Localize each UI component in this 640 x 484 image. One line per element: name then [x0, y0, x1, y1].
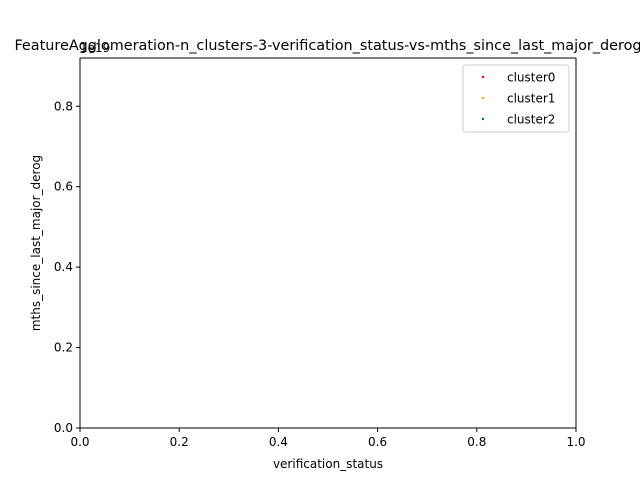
legend-marker: [481, 75, 485, 79]
legend-label: cluster1: [507, 92, 555, 106]
legend-frame: [462, 64, 570, 133]
y-tick-label: 0.0: [54, 421, 73, 435]
x-tick-label: 0.0: [70, 435, 89, 449]
x-axis-label: verification_status: [273, 457, 383, 471]
y-tick-label: 0.4: [54, 260, 73, 274]
legend-marker: [481, 96, 485, 100]
legend: cluster0 cluster1 cluster2: [462, 64, 570, 133]
legend-label: cluster2: [507, 113, 555, 127]
x-tick-label: 0.8: [467, 435, 486, 449]
y-axis-label: mths_since_last_major_derog: [29, 155, 43, 331]
legend-marker: [481, 117, 485, 121]
legend-label: cluster0: [507, 71, 555, 85]
y-offset-text: 1e19: [80, 41, 110, 55]
chart-title: FeatureAgglomeration-n_clusters-3-verifi…: [14, 38, 640, 54]
x-tick-label: 0.6: [368, 435, 387, 449]
x-tick-label: 0.4: [269, 435, 288, 449]
x-tick-label: 1.0: [566, 435, 585, 449]
x-axis: 0.0 0.2 0.4 0.6 0.8 1.0: [70, 428, 586, 449]
x-tick-label: 0.2: [170, 435, 189, 449]
y-axis: 0.0 0.2 0.4 0.6 0.8: [54, 99, 80, 435]
y-tick-label: 0.2: [54, 341, 73, 355]
y-tick-label: 0.6: [54, 180, 73, 194]
y-tick-label: 0.8: [54, 99, 73, 113]
plot-frame: [79, 57, 577, 429]
